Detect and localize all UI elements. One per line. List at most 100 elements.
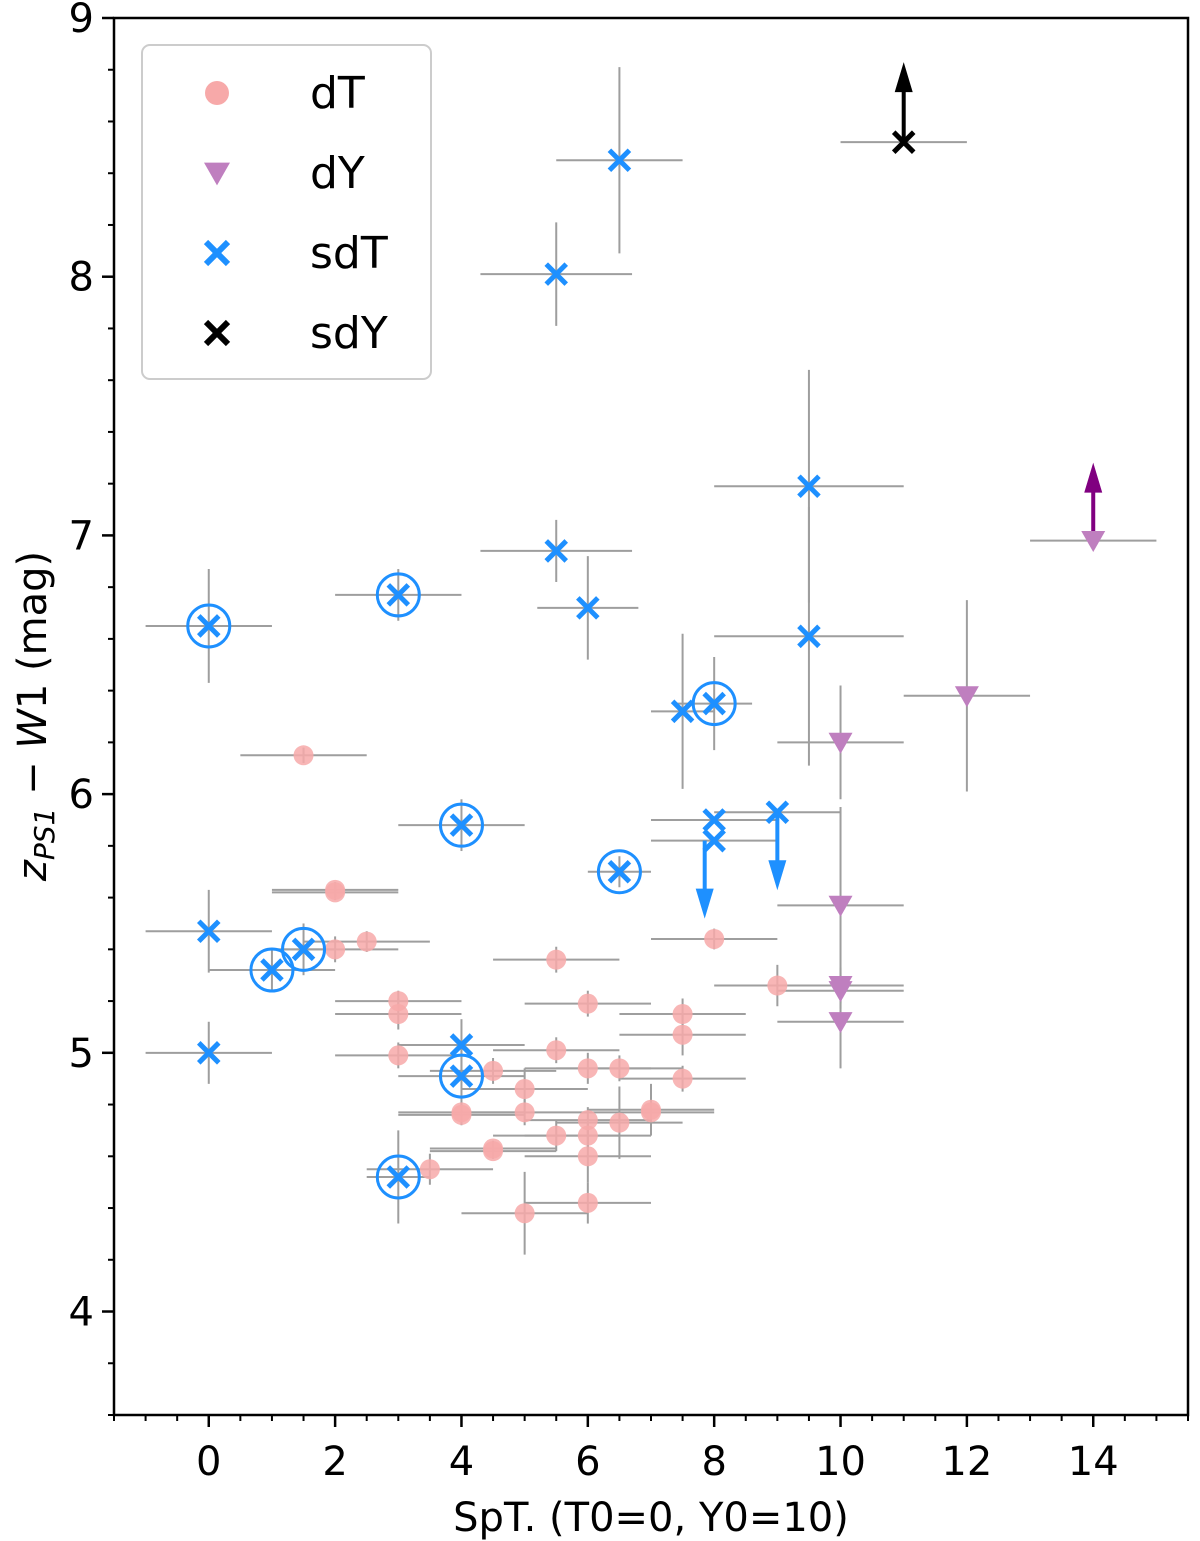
dT-point	[483, 1060, 504, 1081]
plot-area	[145, 62, 1157, 1255]
dT-point	[577, 1110, 598, 1131]
dT-point	[325, 939, 346, 960]
x-marker-stroke	[576, 596, 600, 620]
axis-ticks: 0 2 4 6 8 10 12 14 4 5 6 7 8 9	[69, 0, 1189, 1485]
sdT-point	[797, 624, 821, 649]
dT-point	[388, 1045, 409, 1066]
sdT-circled-marker	[438, 802, 484, 848]
dY-point	[828, 981, 853, 1003]
y-tick-label: 9	[69, 0, 94, 42]
x-marker-stroke	[196, 1041, 221, 1065]
x-marker-stroke	[449, 1064, 474, 1088]
dY-point	[954, 686, 979, 708]
y-axis-label: zPS1 − W1 (mag)	[10, 551, 61, 882]
sdT-upper-limit-arrow	[695, 840, 714, 919]
sdT-point	[196, 919, 221, 943]
arrow-head	[695, 888, 714, 919]
y-tick-label: 4	[69, 1290, 94, 1336]
legend-swatch-dY	[204, 162, 230, 186]
dT-point	[514, 1079, 535, 1100]
x-marker-stroke	[702, 828, 726, 853]
x-tick-label: 0	[196, 1439, 221, 1485]
sdT-point	[260, 958, 284, 982]
dT-point	[514, 1102, 535, 1123]
legend: dT dY sdT sdY	[141, 44, 432, 380]
x-marker-stroke	[544, 262, 569, 286]
legend-swatch-sdT	[203, 239, 231, 267]
x-marker-stroke	[203, 239, 231, 267]
dT-point	[577, 1146, 598, 1167]
legend-frame	[141, 44, 432, 380]
dT-point	[577, 993, 598, 1014]
dY-lower-limit-arrow	[1084, 462, 1103, 541]
x-marker-stroke	[386, 583, 411, 607]
legend-label-sdT: sdT	[310, 228, 388, 279]
sdT-point	[797, 474, 821, 499]
legend-label-dT: dT	[310, 68, 365, 119]
x-marker-stroke	[891, 130, 916, 154]
sdT-circled-marker	[375, 572, 421, 618]
sdT-circled-marker	[691, 681, 737, 727]
dT-point	[577, 1125, 598, 1146]
sdT-point	[449, 813, 474, 837]
sdT-point	[702, 828, 726, 853]
dT-point	[356, 931, 377, 952]
sdT-point	[449, 1064, 474, 1088]
dT-point	[641, 1102, 661, 1123]
dT-point	[546, 1040, 567, 1061]
x-marker-stroke	[544, 539, 569, 563]
dT-point	[672, 1068, 693, 1089]
arrow-head	[1084, 462, 1103, 493]
x-marker-stroke	[797, 624, 821, 649]
x-marker-stroke	[386, 1165, 411, 1189]
sdY-point	[891, 130, 916, 154]
x-tick-label: 12	[941, 1439, 992, 1485]
y-tick-label: 7	[69, 513, 94, 559]
x-tick-label: 2	[322, 1439, 347, 1485]
x-marker-stroke	[203, 319, 231, 347]
dY-point	[828, 732, 853, 754]
dY-point	[828, 895, 853, 917]
x-marker-stroke	[196, 919, 221, 943]
x-marker-stroke	[196, 614, 221, 638]
x-marker-stroke	[607, 859, 632, 884]
x-marker-stroke	[702, 808, 726, 832]
y-tick-label: 8	[69, 255, 94, 301]
dT-point	[546, 949, 567, 970]
x-marker-stroke	[670, 699, 695, 724]
sdT-circled-marker	[249, 947, 295, 993]
legend-swatch-dT	[205, 81, 229, 105]
x-tick-label: 10	[815, 1439, 866, 1485]
dT-point	[546, 1125, 567, 1146]
dY-point	[1081, 530, 1106, 552]
dT-point	[672, 1004, 693, 1025]
sdT-point	[702, 808, 726, 832]
sdT-point	[291, 937, 316, 962]
dT-point	[609, 1058, 630, 1079]
dT-point	[577, 1058, 598, 1079]
sdT-point	[607, 859, 632, 884]
dT-point	[451, 1104, 472, 1125]
y-tick-label: 5	[69, 1031, 94, 1077]
sdT-point	[670, 699, 695, 724]
x-axis-label: SpT. (T0=0, Y0=10)	[453, 1495, 849, 1541]
sdT-point	[544, 262, 569, 286]
dT-point	[577, 1192, 598, 1213]
x-marker-stroke	[449, 813, 474, 837]
sdY-lower-limit-arrow	[894, 62, 913, 143]
dT-point	[325, 882, 346, 903]
sdT-point	[702, 691, 726, 716]
y-tick-label: 6	[69, 772, 94, 818]
x-marker-stroke	[702, 691, 726, 716]
sdT-circled-marker	[375, 1154, 421, 1200]
x-tick-label: 14	[1068, 1439, 1119, 1485]
dY-point	[828, 1012, 853, 1034]
sdT-upper-limit-arrow	[768, 812, 787, 891]
x-tick-label: 4	[449, 1439, 474, 1485]
dT-point	[704, 928, 725, 949]
x-marker-stroke	[797, 474, 821, 499]
x-marker-stroke	[449, 1033, 474, 1057]
sdT-circled-marker	[186, 603, 232, 649]
dT-point	[767, 975, 788, 996]
